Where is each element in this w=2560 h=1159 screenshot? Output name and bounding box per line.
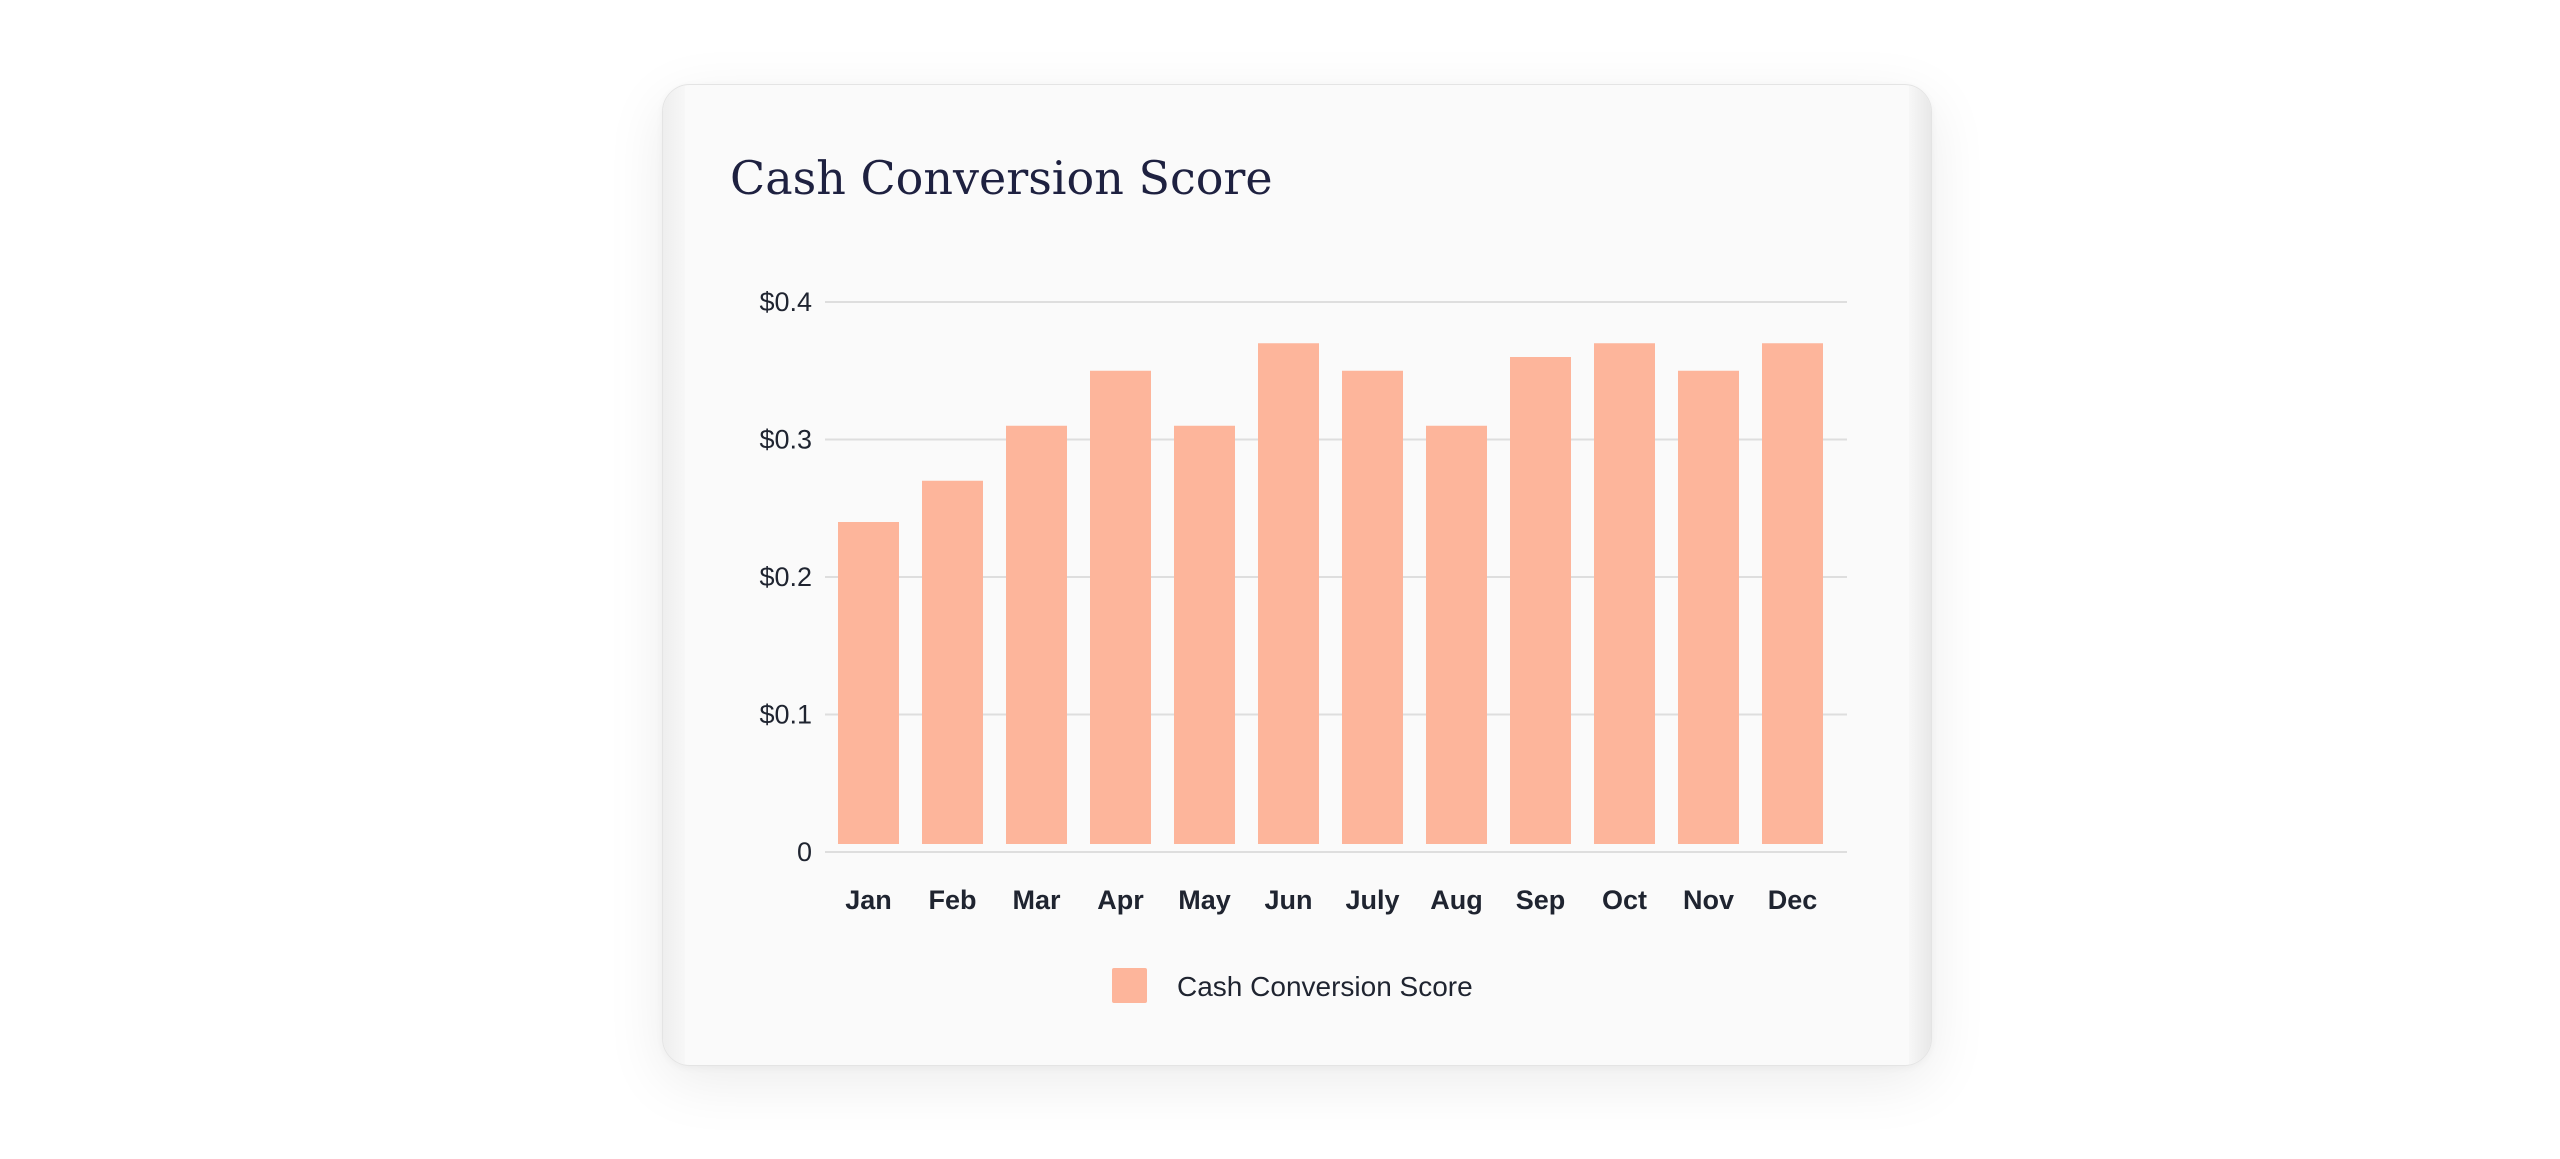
x-tick-label: Sep <box>1516 885 1566 915</box>
legend[interactable]: Cash Conversion Score <box>1112 968 1473 1003</box>
y-tick-label: $0.3 <box>759 425 812 455</box>
bar-dec[interactable] <box>1762 343 1823 844</box>
x-tick-label: May <box>1178 885 1231 915</box>
y-tick-label: $0.4 <box>759 287 812 317</box>
x-tick-label: Mar <box>1012 885 1061 915</box>
chart-card: Cash Conversion Score 0 $0.1 $0.2 $0.3 $0.4 … <box>662 84 1932 1066</box>
x-tick-label: Jun <box>1264 885 1312 915</box>
bar-chart: 0 $0.1 $0.2 $0.3 $0.4 Jan Feb Mar Apr May Jun July… <box>759 287 1847 1003</box>
y-tick-label: $0.2 <box>759 562 812 592</box>
x-tick-label: Apr <box>1097 885 1144 915</box>
legend-swatch <box>1112 968 1147 1003</box>
y-tick-label: 0 <box>797 837 812 867</box>
x-tick-label: July <box>1345 885 1399 915</box>
x-tick-label: Aug <box>1430 885 1482 915</box>
bar-july[interactable] <box>1342 370 1403 844</box>
y-tick-label: $0.1 <box>759 700 812 730</box>
bar-feb[interactable] <box>922 480 983 844</box>
bar-jun[interactable] <box>1258 343 1319 844</box>
bar-aug[interactable] <box>1426 425 1487 844</box>
bar-oct[interactable] <box>1594 343 1655 844</box>
x-tick-label: Dec <box>1768 885 1818 915</box>
bar-nov[interactable] <box>1678 370 1739 844</box>
legend-label: Cash Conversion Score <box>1177 971 1473 1002</box>
chart-title: Cash Conversion Score <box>730 151 1273 205</box>
x-axis-labels: Jan Feb Mar Apr May Jun July Aug Sep Oct Nov Dec <box>845 885 1817 915</box>
grid-layer <box>825 301 1847 853</box>
y-axis-ticks: 0 $0.1 $0.2 $0.3 $0.4 <box>759 287 812 867</box>
x-tick-label: Nov <box>1683 885 1734 915</box>
bar-jan[interactable] <box>838 522 899 844</box>
bars <box>838 343 1823 844</box>
card-left-edge <box>663 85 685 1065</box>
bar-mar[interactable] <box>1006 425 1067 844</box>
card-right-edge <box>1909 85 1931 1065</box>
x-tick-label: Oct <box>1602 885 1647 915</box>
x-tick-label: Feb <box>928 885 976 915</box>
bar-sep[interactable] <box>1510 357 1571 844</box>
bar-apr[interactable] <box>1090 370 1151 844</box>
x-tick-label: Jan <box>845 885 892 915</box>
bar-may[interactable] <box>1174 425 1235 844</box>
